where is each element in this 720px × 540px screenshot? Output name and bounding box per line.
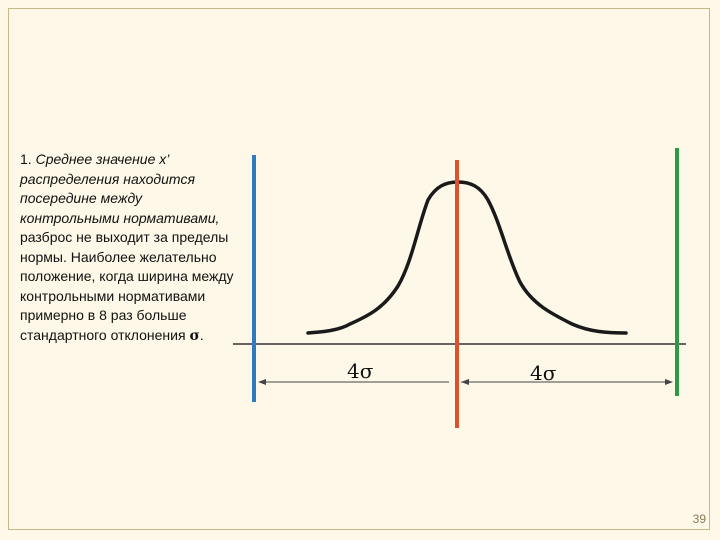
page-number: 39	[692, 512, 706, 526]
right-4sigma-label: 4σ	[530, 361, 557, 385]
right-end-arrowhead-icon	[665, 379, 673, 385]
sigma-symbol: σ	[189, 327, 200, 344]
body-text: разброс не выходит за пределы нормы. Наи…	[20, 229, 234, 343]
left-arrowhead-icon	[258, 379, 266, 385]
right-start-arrowhead-icon	[461, 379, 469, 385]
normal-distribution-curve	[306, 180, 628, 335]
period: .	[199, 326, 204, 343]
emphasis-text: Среднее значение x’ распределения находи…	[20, 151, 220, 226]
left-4sigma-label: 4σ	[347, 359, 374, 383]
item-number: 1.	[20, 151, 32, 167]
description-text: 1. Среднее значение x’ распределения нах…	[20, 150, 240, 346]
slide-frame	[8, 8, 710, 530]
